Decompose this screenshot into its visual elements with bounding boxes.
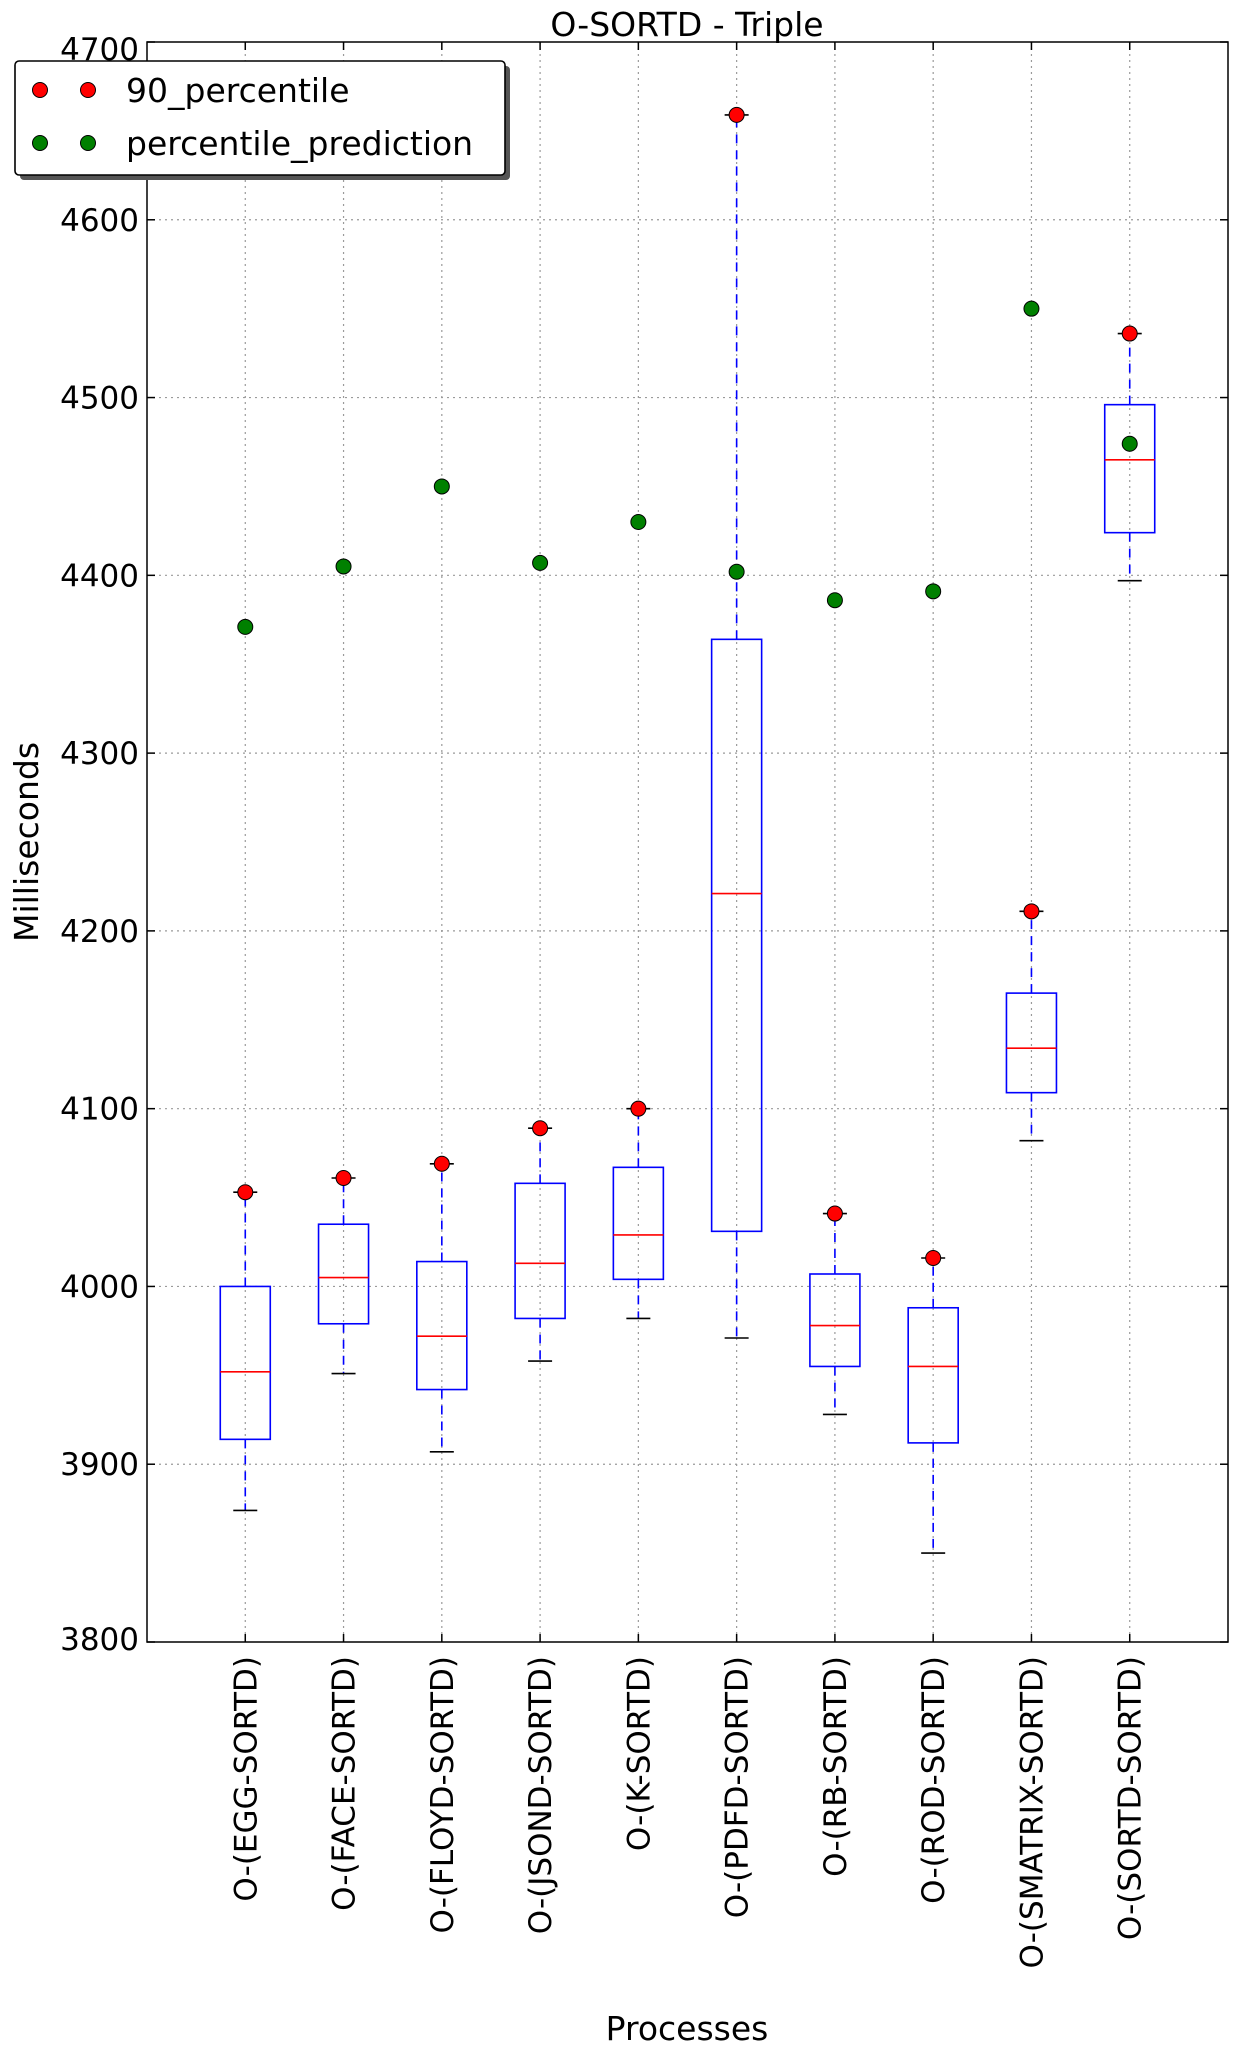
box-plots (219, 114, 1156, 1554)
x-axis-ticks: O-(EGG-SORTD) O-(FACE-SORTD) O-(FLOYD-SORT… (228, 42, 1149, 1969)
x-tick-label: O-(ROD-SORTD) (916, 1656, 952, 1904)
point-90-percentile (532, 1120, 549, 1137)
point-90-percentile (826, 1205, 843, 1222)
x-axis-label: Processes (606, 2009, 769, 2048)
box-iqr (1103, 403, 1156, 534)
chart-title: O-SORTD - Triple (550, 5, 823, 44)
legend-label: 90_percentile (126, 71, 350, 110)
legend-marker (80, 135, 96, 151)
point-90-percentile (1023, 903, 1040, 920)
point-percentile-prediction (532, 554, 549, 571)
point-90-percentile (237, 1184, 254, 1201)
y-axis-label: Milliseconds (7, 742, 46, 942)
y-tick-label: 4400 (60, 558, 139, 594)
point-percentile-prediction (925, 583, 942, 600)
y-tick-label: 3900 (60, 1447, 139, 1483)
legend-marker (80, 82, 96, 98)
box-iqr (1005, 992, 1058, 1094)
box-iqr (219, 1285, 272, 1441)
x-tick-label: O-(FLOYD-SORTD) (425, 1656, 461, 1934)
x-tick-label: O-(EGG-SORTD) (228, 1656, 264, 1902)
x-tick-label: O-(JSOND-SORTD) (523, 1656, 559, 1934)
x-tick-label: O-(PDFD-SORTD) (720, 1656, 756, 1918)
point-percentile-prediction (728, 563, 745, 580)
point-percentile-prediction (826, 592, 843, 609)
y-tick-label: 3800 (60, 1622, 139, 1658)
point-percentile-prediction (237, 618, 254, 635)
box-plot (612, 1107, 665, 1320)
point-percentile-prediction (1121, 435, 1138, 452)
legend-label: percentile_prediction (126, 124, 473, 163)
point-percentile-prediction (335, 558, 352, 575)
box-iqr (710, 638, 763, 1233)
point-90-percentile (925, 1250, 942, 1266)
point-90-percentile (1121, 325, 1138, 342)
series-points (237, 106, 1138, 1266)
box-plot (710, 114, 763, 1339)
legend: 90_percentile percentile_prediction (14, 60, 510, 180)
box-iqr (416, 1260, 468, 1391)
point-percentile-prediction (630, 514, 647, 530)
y-tick-label: 4300 (60, 736, 139, 772)
box-iqr (612, 1166, 665, 1281)
point-90-percentile (335, 1170, 352, 1186)
box-plot (317, 1177, 370, 1375)
point-90-percentile (728, 106, 745, 123)
point-percentile-prediction (1023, 300, 1040, 317)
box-plot (1005, 910, 1058, 1142)
y-tick-label: 4600 (60, 203, 139, 239)
box-iqr (907, 1306, 959, 1444)
y-tick-label: 4200 (60, 914, 139, 950)
legend-marker (32, 135, 48, 151)
legend-marker (32, 82, 48, 98)
point-90-percentile (630, 1100, 647, 1117)
box-plot (416, 1162, 468, 1453)
x-tick-label: O-(SORTD-SORTD) (1113, 1656, 1149, 1940)
x-tick-label: O-(K-SORTD) (621, 1656, 657, 1851)
y-tick-label: 4100 (60, 1092, 139, 1128)
box-iqr (809, 1273, 861, 1368)
point-90-percentile (433, 1155, 450, 1172)
y-tick-label: 4500 (60, 381, 139, 417)
box-iqr (317, 1223, 370, 1325)
x-tick-label: O-(FACE-SORTD) (327, 1656, 363, 1911)
plot-frame (146, 41, 1229, 1643)
box-iqr (514, 1182, 566, 1320)
point-percentile-prediction (433, 478, 450, 495)
y-tick-label: 4000 (60, 1269, 139, 1305)
x-tick-label: O-(RB-SORTD) (818, 1656, 854, 1877)
grid-lines (147, 42, 1228, 1642)
x-tick-label: O-(SMATRIX-SORTD) (1014, 1656, 1050, 1969)
box-plot (514, 1127, 566, 1362)
legend-box (14, 60, 506, 176)
